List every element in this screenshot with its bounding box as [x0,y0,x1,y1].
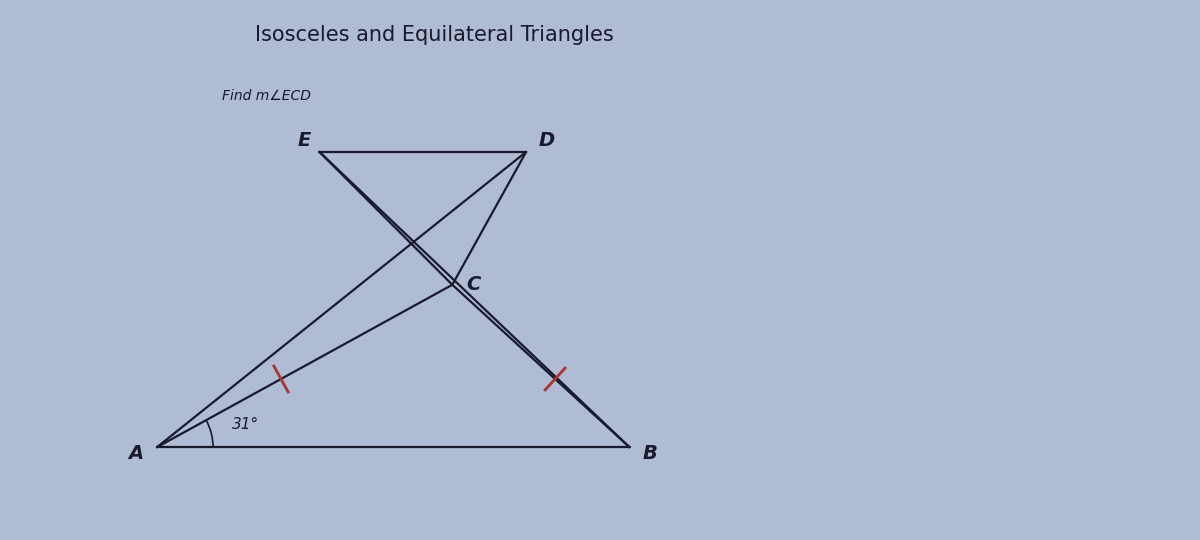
Text: D: D [539,131,554,150]
Text: 31°: 31° [232,417,259,432]
Text: A: A [128,444,144,463]
Text: Find m∠ECD: Find m∠ECD [222,89,311,103]
Text: C: C [466,275,480,294]
Text: E: E [298,131,311,150]
Text: B: B [643,444,658,463]
Text: Isosceles and Equilateral Triangles: Isosceles and Equilateral Triangles [256,25,614,45]
